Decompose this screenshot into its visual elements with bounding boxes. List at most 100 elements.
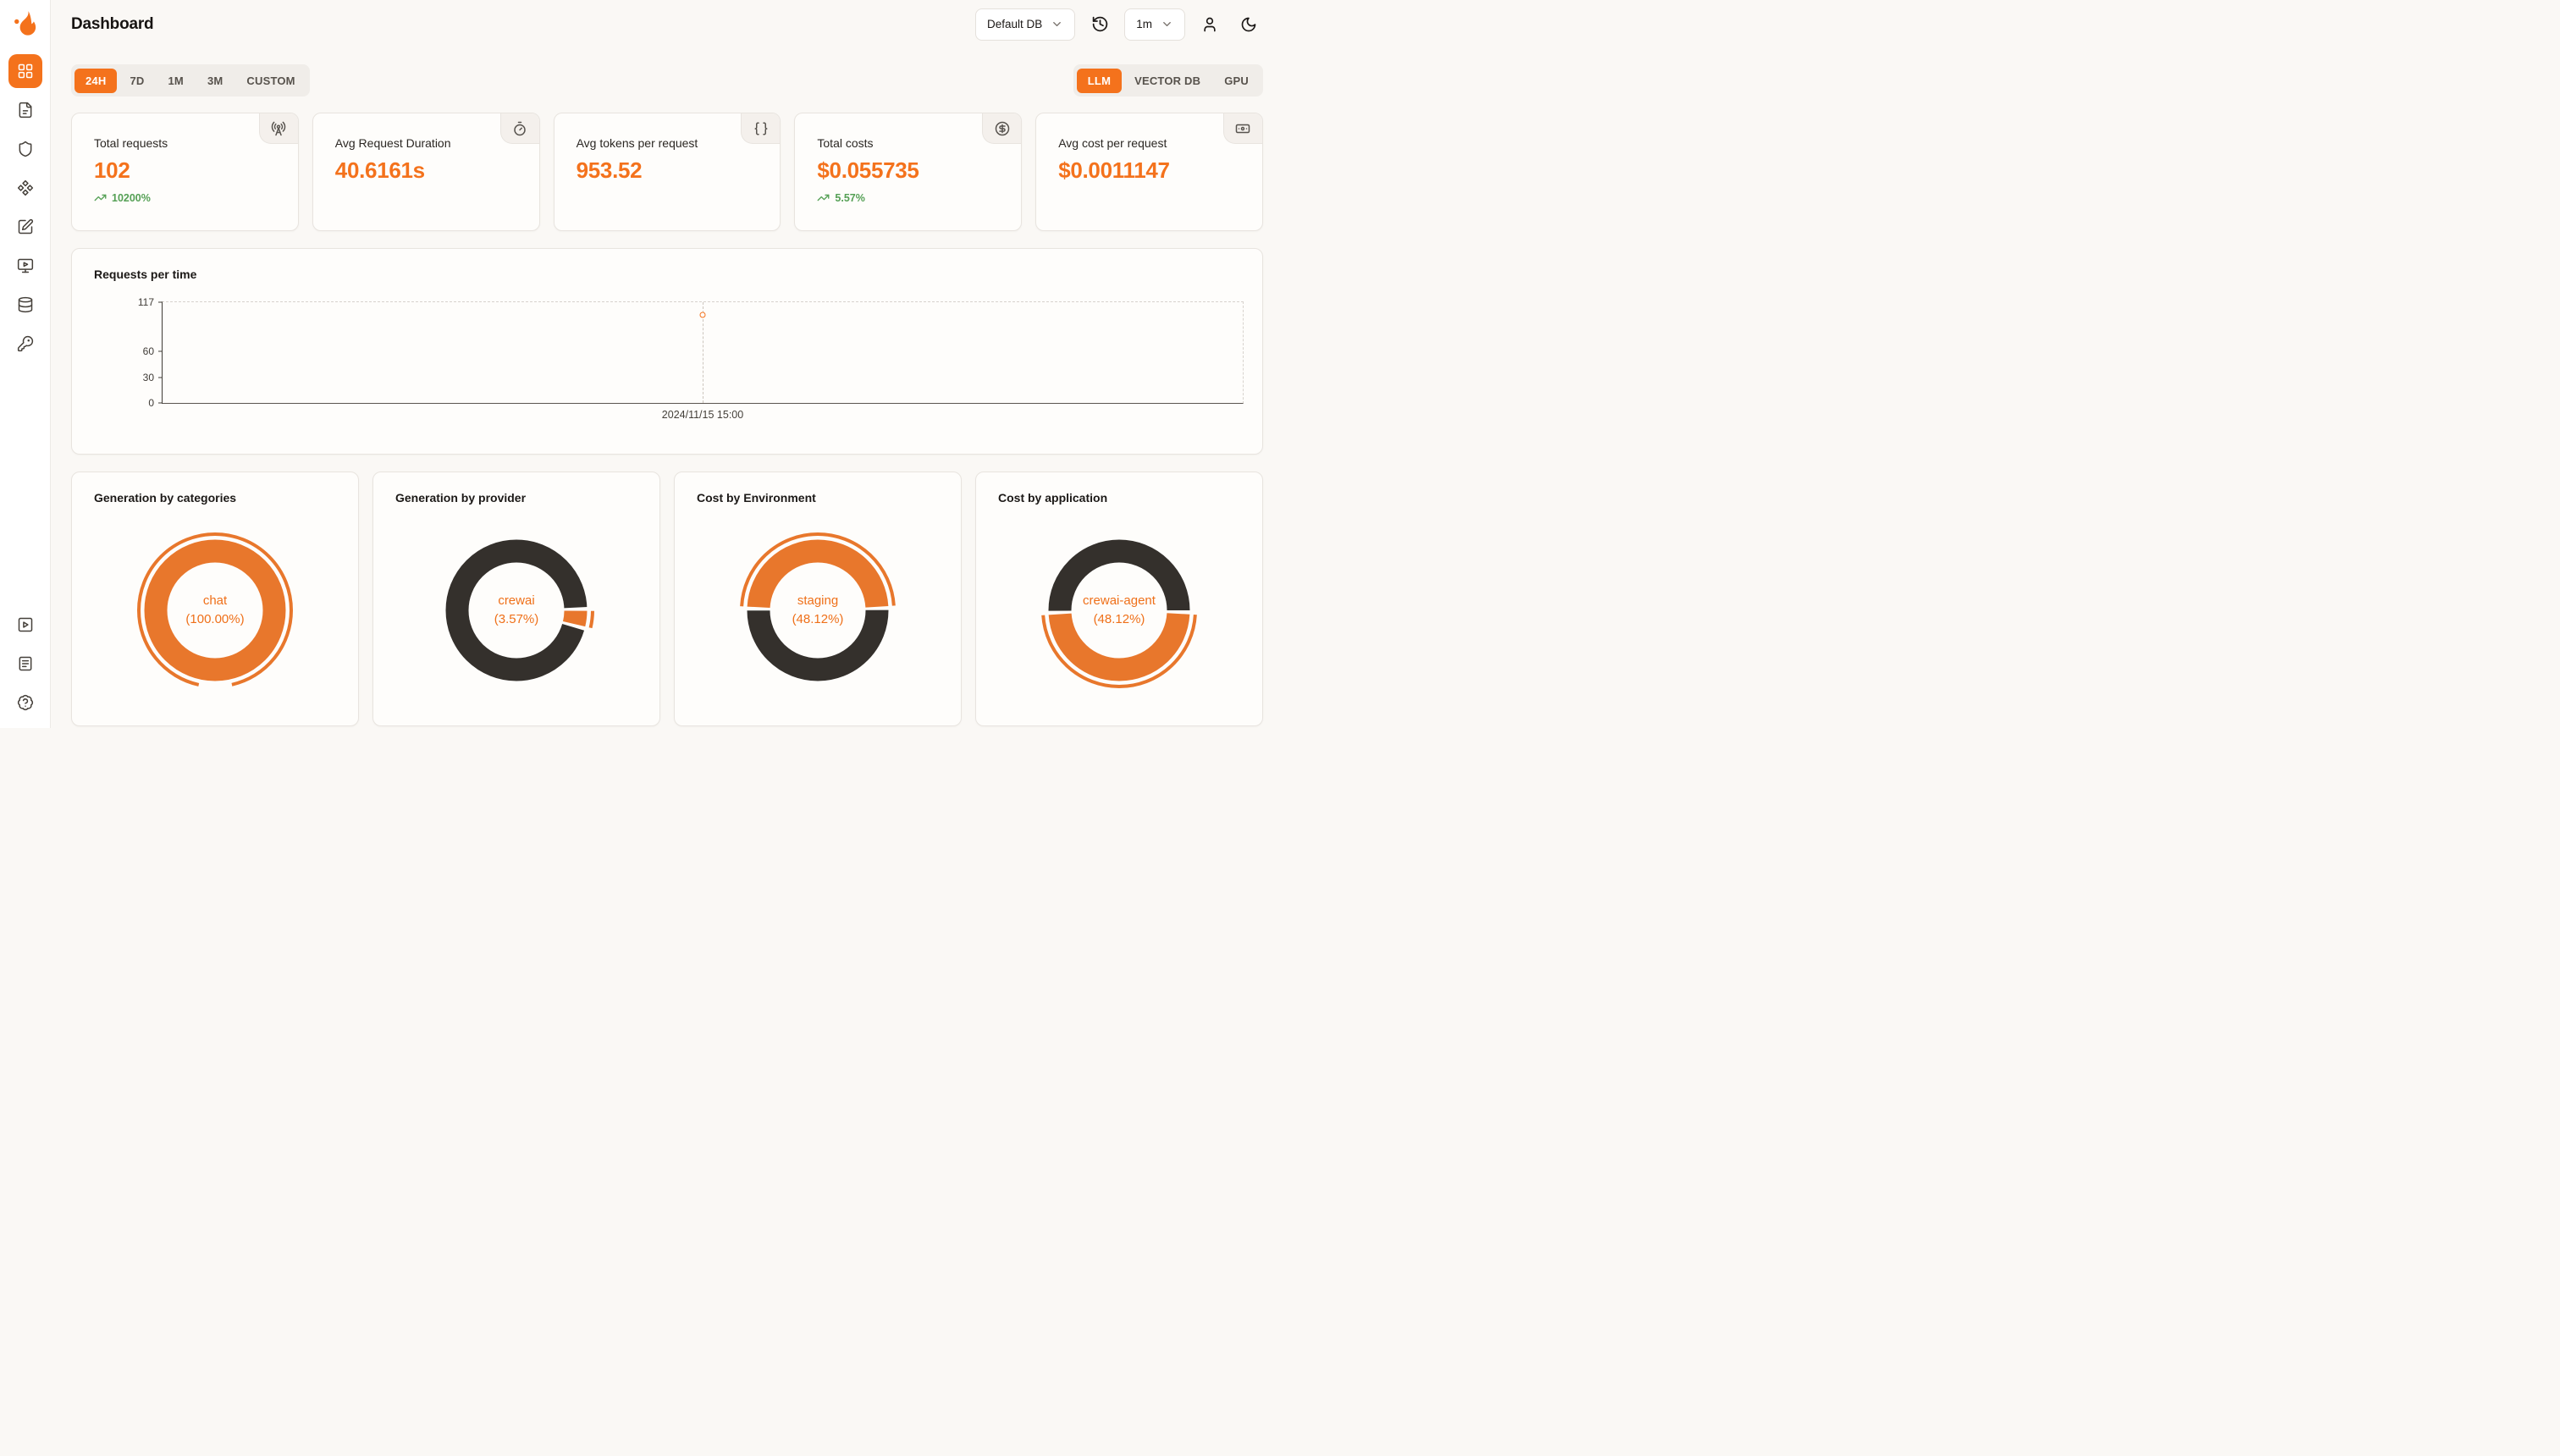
stat-label: Total requests xyxy=(94,136,168,150)
radio-tower-icon xyxy=(272,121,286,135)
user-menu-button[interactable] xyxy=(1195,10,1224,39)
chevron-down-icon xyxy=(1161,18,1173,30)
shield-icon xyxy=(19,141,31,157)
play-square-icon xyxy=(18,617,32,632)
stat-card-avg-cost: Avg cost per request $0.0011147 xyxy=(1035,113,1263,231)
requests-chart-card: Requests per time 2024/11/15 15:00 117 60… xyxy=(71,248,1263,455)
tab-gpu[interactable]: GPU xyxy=(1213,69,1260,93)
tab-3m[interactable]: 3M xyxy=(196,69,234,93)
stat-value: 40.6161s xyxy=(334,157,425,183)
sidebar xyxy=(0,0,51,728)
sidebar-nav xyxy=(8,54,42,361)
key-icon xyxy=(17,335,33,352)
y-tick-mark xyxy=(158,402,163,404)
line-plot[interactable]: 2024/11/15 15:00 117 60 30 0 xyxy=(138,296,1244,421)
filters-row: 24H 7D 1M 3M CUSTOM LLM VECTOR DB GPU xyxy=(71,64,1263,97)
donuts-row: Generation by categories chat (100.00%) … xyxy=(71,472,1263,726)
chart-title: Generation by provider xyxy=(395,491,527,505)
badge-help-icon xyxy=(17,694,33,711)
y-tick-label: 117 xyxy=(137,296,154,308)
y-tick-mark xyxy=(158,350,163,352)
mode-tabs: LLM VECTOR DB GPU xyxy=(1073,64,1263,97)
stat-icon-chip xyxy=(741,113,781,144)
sidebar-item-api-keys[interactable] xyxy=(8,327,42,361)
donut-chart[interactable]: chat (100.00%) xyxy=(130,526,300,695)
circle-dollar-icon xyxy=(995,121,1009,135)
stat-card-total-costs: Total costs $0.055735 5.57% xyxy=(794,113,1023,231)
page-title: Dashboard xyxy=(71,14,154,33)
stat-icon-chip xyxy=(499,113,539,144)
y-tick-label: 30 xyxy=(142,371,154,383)
time-range-tabs: 24H 7D 1M 3M CUSTOM xyxy=(71,64,310,97)
stat-delta-value: 10200% xyxy=(112,191,151,204)
sidebar-item-traces[interactable] xyxy=(8,171,42,205)
sidebar-item-requests[interactable] xyxy=(8,93,42,127)
db-select[interactable]: Default DB xyxy=(974,8,1076,41)
donut-chart[interactable]: crewai-agent (48.12%) xyxy=(1034,526,1204,695)
y-tick-mark xyxy=(158,301,163,303)
banknote-icon xyxy=(1236,124,1250,133)
user-icon xyxy=(1204,17,1216,31)
database-icon xyxy=(18,296,32,313)
diamonds-icon xyxy=(17,179,33,196)
layout-grid-icon xyxy=(18,63,32,79)
chart-title: Requests per time xyxy=(94,267,197,281)
pie-card-generation-categories: Generation by categories chat (100.00%) xyxy=(71,472,359,726)
timer-icon xyxy=(514,121,526,135)
stat-value: 953.52 xyxy=(576,157,643,183)
donut-chart[interactable]: staging (48.12%) xyxy=(733,526,902,695)
sidebar-item-prompts[interactable] xyxy=(8,210,42,244)
header-actions: Default DB 1m xyxy=(974,8,1263,41)
tab-llm[interactable]: LLM xyxy=(1076,68,1123,93)
dashboard-page: Dashboard Default DB 1m xyxy=(0,0,1280,728)
pie-card-generation-provider: Generation by provider crewai (3.57%) xyxy=(372,472,660,726)
stat-card-total-requests: Total requests 102 10200% xyxy=(71,113,299,231)
stat-card-avg-duration: Avg Request Duration 40.6161s xyxy=(312,113,540,231)
chart-title: Cost by Environment xyxy=(697,491,816,505)
sidebar-bottom-nav xyxy=(8,608,42,720)
sidebar-item-playground[interactable] xyxy=(8,249,42,283)
tab-7d[interactable]: 7D xyxy=(119,69,155,93)
y-tick-mark xyxy=(158,377,163,378)
square-pen-icon xyxy=(18,218,33,234)
moon-icon xyxy=(1241,17,1256,31)
theme-toggle-button[interactable] xyxy=(1234,10,1263,39)
monitor-play-icon xyxy=(17,258,33,273)
donut-chart[interactable]: crewai (3.57%) xyxy=(432,526,601,695)
flame-icon xyxy=(14,11,36,36)
header: Dashboard Default DB 1m xyxy=(51,0,1280,48)
tab-custom[interactable]: CUSTOM xyxy=(235,69,306,93)
stat-label: Avg tokens per request xyxy=(576,136,698,150)
stat-delta: 10200% xyxy=(94,191,298,204)
app-logo[interactable] xyxy=(12,10,39,37)
refresh-history-button[interactable] xyxy=(1085,10,1114,39)
document-lines-icon xyxy=(19,656,31,671)
trending-up-icon xyxy=(94,194,107,201)
stat-icon-chip xyxy=(982,113,1022,144)
history-icon xyxy=(1092,16,1107,32)
sidebar-item-getting-started[interactable] xyxy=(8,608,42,642)
tab-24h[interactable]: 24H xyxy=(74,68,118,93)
chart-title: Cost by application xyxy=(998,491,1108,505)
y-tick-label: 60 xyxy=(142,345,154,357)
sidebar-item-support[interactable] xyxy=(8,686,42,720)
stat-label: Avg Request Duration xyxy=(334,136,451,150)
db-select-value: Default DB xyxy=(986,18,1043,30)
stat-delta: 5.57% xyxy=(817,191,1021,204)
pie-card-cost-environment: Cost by Environment staging (48.12%) xyxy=(674,472,962,726)
tab-vector-db[interactable]: VECTOR DB xyxy=(1123,69,1211,93)
interval-select[interactable]: 1m xyxy=(1124,8,1185,41)
stat-label: Avg cost per request xyxy=(1058,136,1167,150)
sidebar-item-exceptions[interactable] xyxy=(8,132,42,166)
stat-value: $0.0011147 xyxy=(1058,157,1170,183)
sidebar-item-dashboard[interactable] xyxy=(8,54,42,88)
braces-icon xyxy=(754,122,768,135)
tab-1m[interactable]: 1M xyxy=(157,69,194,93)
sidebar-item-databases[interactable] xyxy=(8,288,42,322)
data-point[interactable] xyxy=(699,312,706,318)
chart-title: Generation by categories xyxy=(94,491,237,505)
sidebar-item-docs[interactable] xyxy=(8,647,42,681)
x-axis-label: 2024/11/15 15:00 xyxy=(661,409,744,421)
interval-select-value: 1m xyxy=(1136,18,1152,30)
stats-row: Total requests 102 10200% Avg Request Du… xyxy=(71,113,1263,231)
